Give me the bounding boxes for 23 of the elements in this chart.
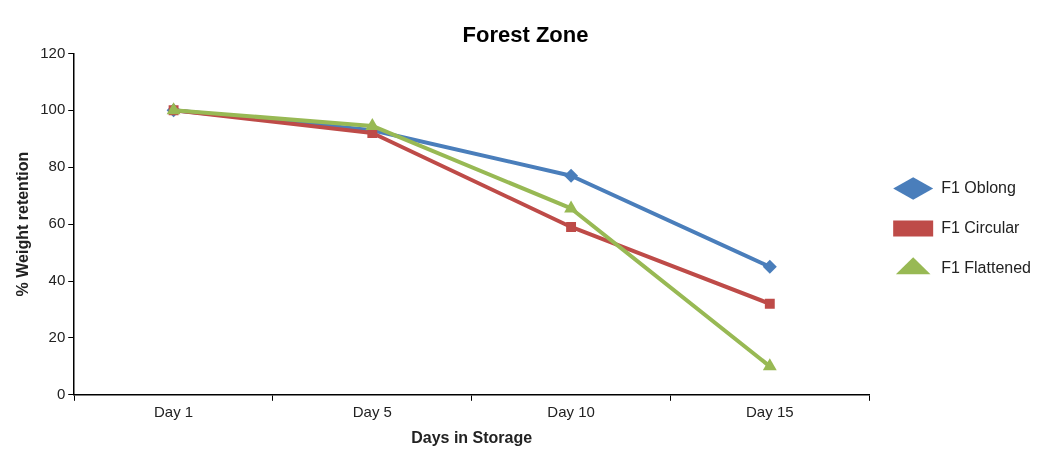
x-axis-title: Days in Storage xyxy=(411,428,533,446)
point xyxy=(564,168,579,183)
legend-label: F1 Oblong xyxy=(941,178,1016,196)
point xyxy=(762,358,777,371)
point xyxy=(566,222,577,232)
y-axis-title: % Weight retention xyxy=(14,151,32,297)
point xyxy=(764,298,775,309)
x-tick-label: Day 15 xyxy=(746,402,794,420)
legend-label: F1 Flattened xyxy=(941,258,1031,276)
x-tick-label: Day 1 xyxy=(154,402,194,420)
y-tick-label: 80 xyxy=(48,157,66,175)
x-tick-label: Day 5 xyxy=(352,402,392,420)
y-tick-label: 120 xyxy=(40,43,66,61)
y-tick-label: 100 xyxy=(40,100,66,118)
legend-label: F1 Circular xyxy=(941,218,1021,236)
y-tick-label: 40 xyxy=(48,271,66,289)
chart-title: Forest Zone xyxy=(462,22,589,48)
y-tick-label: 20 xyxy=(48,328,66,346)
x-tick-label: Day 10 xyxy=(547,402,595,420)
y-tick-label: 60 xyxy=(48,214,66,232)
point xyxy=(762,259,777,274)
point xyxy=(564,200,578,213)
y-tick-label: 0 xyxy=(56,384,66,402)
